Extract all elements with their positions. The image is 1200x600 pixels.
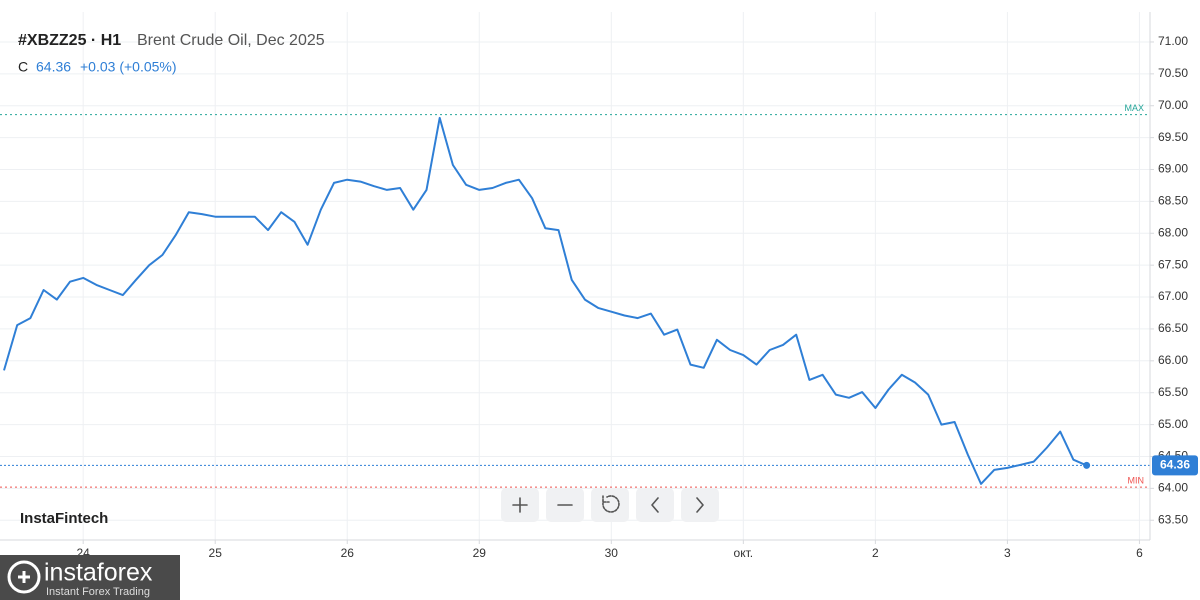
price-line [3,116,1087,485]
y-tick-label: 63.50 [1158,512,1188,526]
y-tick-label: 67.50 [1158,257,1188,271]
x-tick-label: 3 [1004,546,1011,560]
x-tick-label: 2 [872,546,879,560]
reference-label: MAX [1124,103,1144,113]
plus-icon [512,497,528,513]
chart-title: Brent Crude Oil, Dec 2025 [137,32,325,49]
x-tick-label: 25 [209,546,223,560]
price-prefix: C [18,59,28,75]
y-tick-label: 66.00 [1158,353,1188,367]
y-tick-label: 68.50 [1158,194,1188,208]
price-change: +0.03 (+0.05%) [80,59,177,75]
right-icon [696,497,704,513]
logo-cross [18,571,30,583]
left-icon [651,497,659,513]
y-tick-label: 68.00 [1158,225,1188,239]
x-tick-label: 29 [473,546,487,560]
last-price-tag-label: 64.36 [1160,458,1190,472]
last-price-tag [1152,455,1198,476]
y-tick-label: 65.50 [1158,385,1188,399]
y-tick-label: 67.00 [1158,289,1188,303]
y-tick-label: 69.00 [1158,162,1188,176]
y-tick-label: 71.00 [1158,34,1188,48]
last-point [1083,461,1091,469]
x-tick-label: 26 [341,546,355,560]
reference-label: MIN [1128,475,1145,485]
reset-button[interactable] [591,488,629,522]
logo-name: instaforex [44,559,153,587]
scroll-left-button[interactable] [636,488,674,522]
scroll-right-button[interactable] [681,488,719,522]
grid [0,12,1150,540]
logo-tagline: Instant Forex Trading [46,586,150,598]
y-tick-label: 64.00 [1158,481,1188,495]
reset-icon [602,495,620,513]
x-tick-label: 6 [1136,546,1143,560]
symbol: #XBZZ25 · H1 [18,32,121,49]
x-tick-label: окт. [734,546,754,560]
toolbar [501,488,719,522]
y-tick-label: 70.00 [1158,98,1188,112]
last-price: 64.36 [36,59,71,75]
logo: instaforex Instant Forex Trading [0,555,180,600]
x-tick-label: 30 [605,546,619,560]
y-tick-label: 70.50 [1158,66,1188,80]
y-tick-label: 69.50 [1158,130,1188,144]
plot: MAX MIN [0,103,1150,488]
axes: 63.5064.0064.5065.0065.5066.0066.5067.00… [77,34,1198,560]
watermark: InstaFintech [20,510,108,527]
y-tick-label: 65.00 [1158,417,1188,431]
logo-mark [7,560,41,594]
y-tick-label: 66.50 [1158,321,1188,335]
